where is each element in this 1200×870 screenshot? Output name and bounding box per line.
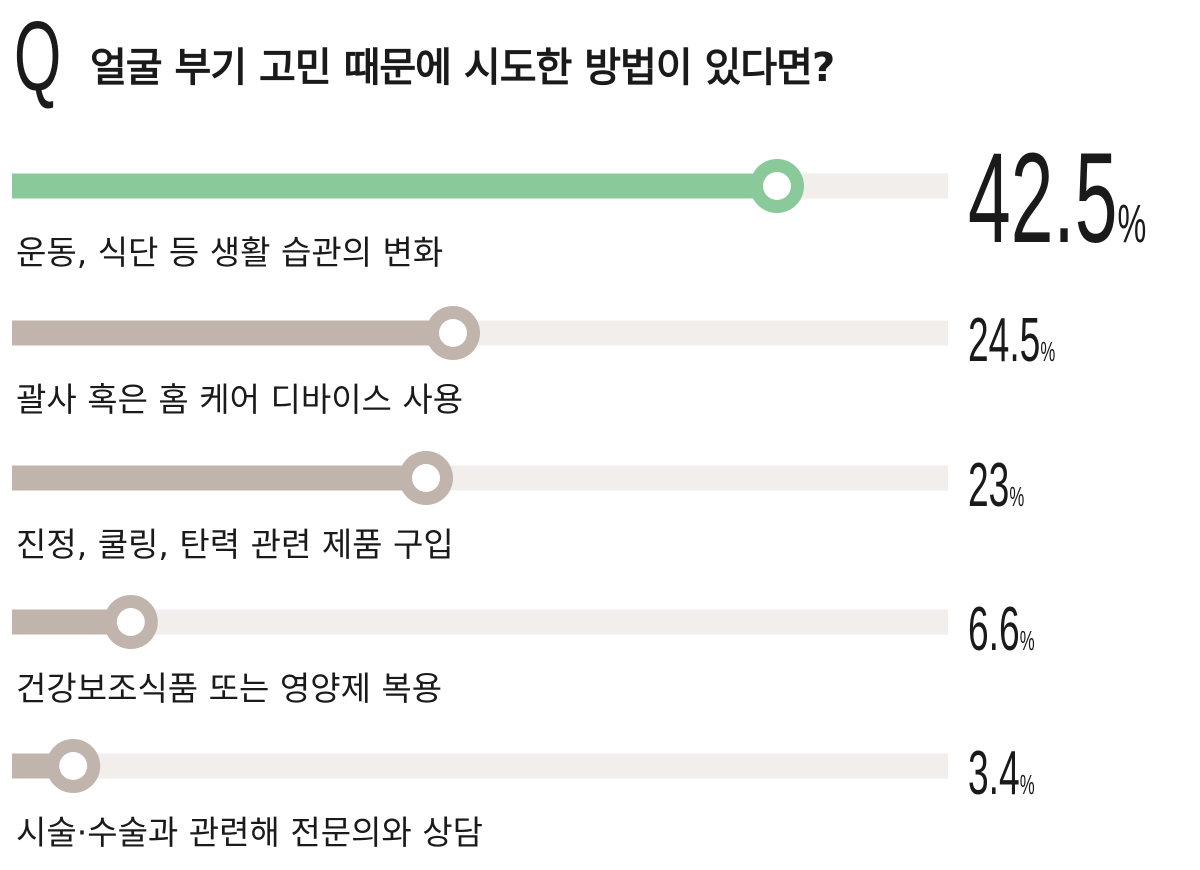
value-label: 42.5% xyxy=(968,127,1146,270)
value-label: 23% xyxy=(968,450,1024,519)
value-unit: % xyxy=(1009,481,1024,513)
category-label: 건강보조식품 또는 영양제 복용 xyxy=(16,669,442,708)
bar-track xyxy=(12,609,948,635)
bar-knob-inner xyxy=(116,608,145,636)
value-label: 24.5% xyxy=(968,305,1055,374)
value-number: 24.5 xyxy=(968,305,1040,374)
value-number: 6.6 xyxy=(968,594,1020,663)
value-label: 6.6% xyxy=(968,594,1035,663)
bar-knob-inner xyxy=(412,464,440,492)
category-label: 시술·수술과 관련해 전문의와 상담 xyxy=(16,813,483,852)
bar-fill xyxy=(12,320,453,346)
value-number: 42.5 xyxy=(968,127,1117,270)
value-unit: % xyxy=(1117,195,1146,254)
category-label: 운동, 식단 등 생활 습관의 변화 xyxy=(16,233,443,272)
value-label: 3.4% xyxy=(968,738,1035,807)
bar-track xyxy=(12,753,948,779)
value-unit: % xyxy=(1040,336,1055,368)
category-label: 진정, 쿨링, 탄력 관련 제품 구입 xyxy=(16,525,454,564)
question-text: 얼굴 부기 고민 때문에 시도한 방법이 있다면? xyxy=(90,45,835,91)
bar-knob-inner xyxy=(59,752,88,780)
category-label: 괄사 혹은 홈 케어 디바이스 사용 xyxy=(16,380,463,419)
bar-fill xyxy=(12,465,426,491)
value-unit: % xyxy=(1020,769,1035,801)
value-number: 23 xyxy=(968,450,1009,519)
bar-fill xyxy=(12,173,777,199)
value-unit: % xyxy=(1020,625,1035,657)
bar-knob-inner xyxy=(763,172,791,200)
value-number: 3.4 xyxy=(968,738,1020,807)
bar-knob-inner xyxy=(439,319,467,347)
question-header: Q 얼굴 부기 고민 때문에 시도한 방법이 있다면? xyxy=(14,7,835,105)
